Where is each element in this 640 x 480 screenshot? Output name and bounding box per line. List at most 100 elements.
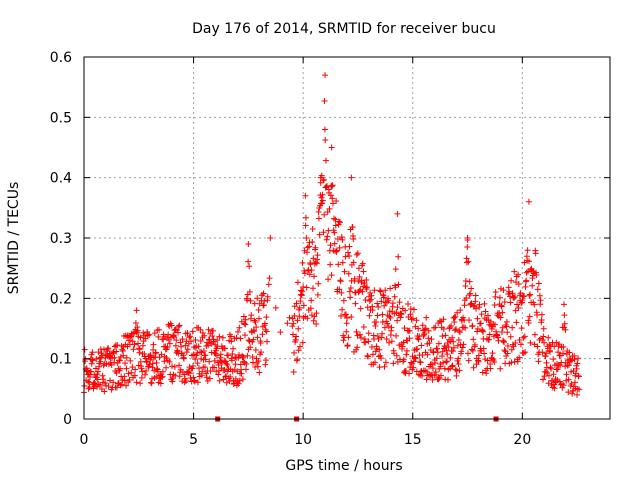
data-point bbox=[360, 323, 367, 330]
data-point bbox=[331, 215, 338, 222]
data-point bbox=[243, 366, 250, 373]
data-point bbox=[99, 372, 106, 379]
data-point bbox=[396, 299, 403, 306]
data-point bbox=[100, 362, 107, 369]
data-point bbox=[138, 374, 145, 381]
data-point bbox=[477, 320, 484, 327]
data-point bbox=[259, 331, 266, 338]
data-point bbox=[378, 298, 385, 305]
data-point bbox=[322, 157, 329, 164]
data-point bbox=[185, 369, 192, 376]
data-point bbox=[394, 317, 401, 324]
data-point bbox=[327, 261, 334, 268]
data-point bbox=[439, 333, 446, 340]
data-point bbox=[515, 271, 522, 278]
data-point bbox=[484, 312, 491, 319]
data-point bbox=[205, 342, 212, 349]
data-point bbox=[134, 327, 141, 334]
data-point bbox=[272, 304, 279, 311]
data-point bbox=[294, 356, 301, 363]
data-point bbox=[317, 174, 324, 181]
data-point bbox=[320, 176, 327, 183]
data-point bbox=[190, 351, 197, 358]
data-point bbox=[423, 314, 430, 321]
data-point bbox=[304, 244, 311, 251]
data-point bbox=[410, 306, 417, 313]
data-point bbox=[387, 314, 394, 321]
data-point bbox=[293, 333, 300, 340]
data-point bbox=[531, 331, 538, 338]
data-point bbox=[315, 280, 322, 287]
data-point bbox=[263, 328, 270, 335]
data-point bbox=[334, 236, 341, 243]
data-point bbox=[444, 376, 451, 383]
data-point bbox=[516, 336, 523, 343]
data-point bbox=[381, 363, 388, 370]
data-point bbox=[398, 311, 405, 318]
data-point bbox=[224, 362, 231, 369]
data-point bbox=[523, 269, 530, 276]
data-point bbox=[169, 363, 176, 370]
data-point bbox=[362, 339, 369, 346]
data-point bbox=[534, 286, 541, 293]
data-point bbox=[508, 346, 515, 353]
data-point bbox=[326, 205, 333, 212]
data-point bbox=[176, 362, 183, 369]
data-point bbox=[452, 366, 459, 373]
data-point bbox=[388, 338, 395, 345]
data-point bbox=[421, 326, 428, 333]
x-tick-label: 0 bbox=[80, 432, 89, 448]
data-point bbox=[455, 360, 462, 367]
data-point bbox=[153, 359, 160, 366]
data-point bbox=[290, 320, 297, 327]
data-point bbox=[331, 240, 338, 247]
data-point bbox=[428, 336, 435, 343]
data-point bbox=[464, 235, 471, 241]
data-point bbox=[252, 318, 259, 325]
data-point bbox=[531, 301, 538, 308]
data-point bbox=[309, 238, 316, 245]
data-point bbox=[545, 334, 552, 341]
data-point bbox=[207, 368, 214, 375]
data-point bbox=[302, 222, 309, 229]
data-point bbox=[197, 337, 204, 344]
data-point bbox=[304, 249, 311, 256]
data-point bbox=[227, 373, 234, 380]
data-point bbox=[155, 333, 162, 340]
data-point bbox=[480, 328, 487, 335]
data-point bbox=[470, 364, 477, 371]
data-point bbox=[97, 358, 104, 365]
data-point bbox=[514, 358, 521, 365]
data-point bbox=[525, 198, 532, 205]
data-point bbox=[435, 376, 442, 383]
data-point bbox=[347, 284, 354, 291]
data-point bbox=[435, 340, 442, 347]
data-point bbox=[325, 276, 332, 283]
data-point bbox=[456, 329, 463, 336]
data-point bbox=[369, 307, 376, 314]
data-point bbox=[345, 249, 352, 256]
data-point bbox=[525, 320, 532, 327]
data-point bbox=[510, 295, 517, 302]
data-point bbox=[478, 311, 485, 318]
data-point bbox=[410, 364, 417, 371]
data-point bbox=[419, 372, 426, 379]
data-point bbox=[363, 284, 370, 291]
data-point bbox=[309, 285, 316, 292]
data-point bbox=[367, 289, 374, 296]
data-point bbox=[344, 314, 350, 321]
data-point bbox=[498, 303, 505, 310]
data-point bbox=[350, 259, 357, 266]
data-point bbox=[356, 331, 363, 338]
data-point bbox=[354, 250, 361, 257]
data-point bbox=[354, 344, 361, 351]
data-point bbox=[460, 341, 467, 348]
data-point bbox=[382, 287, 389, 294]
data-point bbox=[346, 288, 353, 295]
data-point bbox=[294, 279, 301, 286]
data-point bbox=[311, 313, 318, 320]
data-point bbox=[254, 295, 261, 302]
data-point bbox=[364, 352, 371, 359]
data-point bbox=[402, 367, 409, 374]
data-point bbox=[93, 356, 100, 363]
